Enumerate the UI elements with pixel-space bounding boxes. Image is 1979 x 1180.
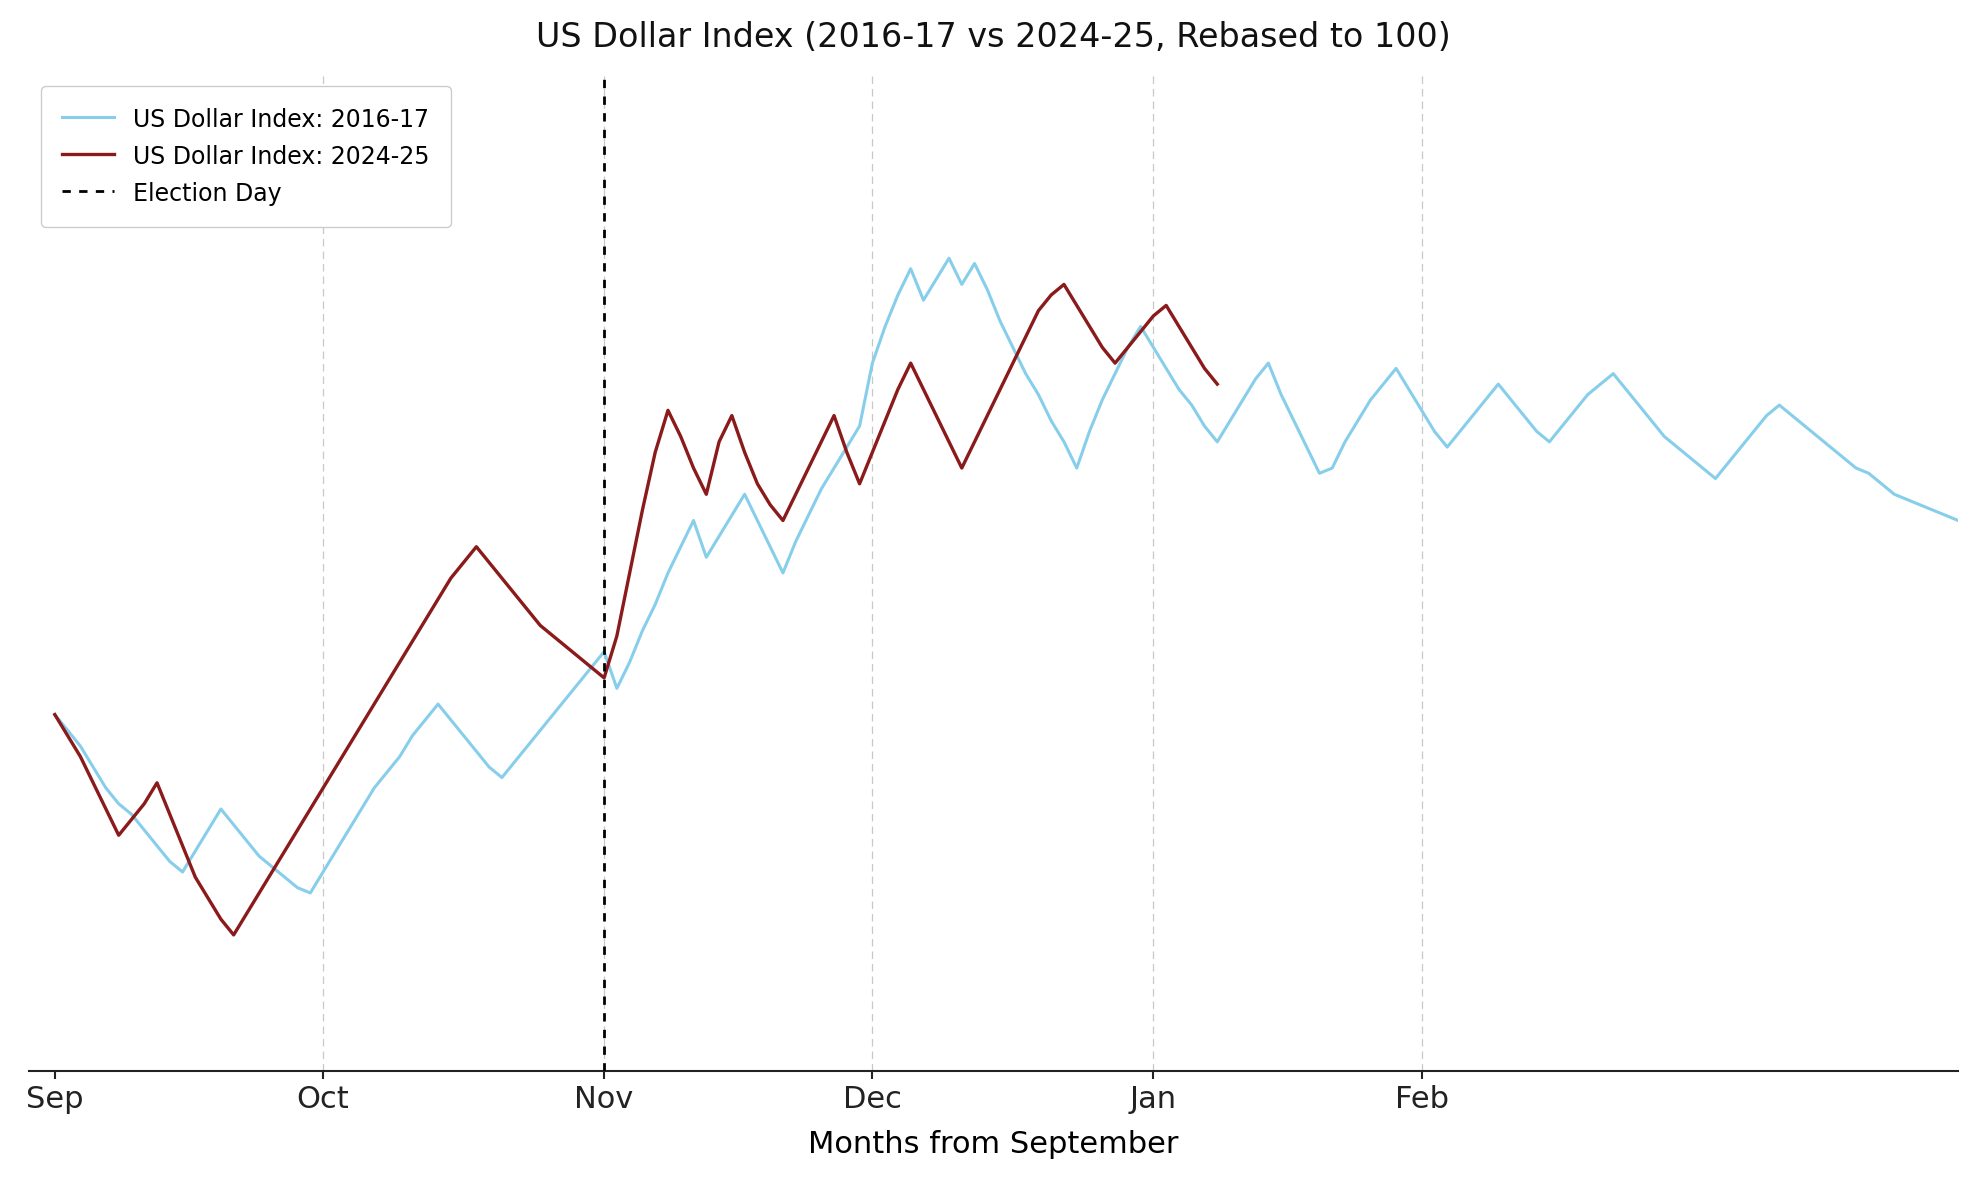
US Dollar Index: 2016-17: (149, 104): 2016-17: (149, 104) (1945, 513, 1969, 527)
US Dollar Index: 2016-17: (80, 106): 2016-17: (80, 106) (1065, 461, 1088, 476)
Legend: US Dollar Index: 2016-17, US Dollar Index: 2024-25, Election Day: US Dollar Index: 2016-17, US Dollar Inde… (42, 86, 451, 227)
US Dollar Index: 2024-25: (77, 108): 2024-25: (77, 108) (1027, 303, 1051, 317)
US Dollar Index: 2016-17: (86, 108): 2016-17: (86, 108) (1142, 340, 1166, 354)
Line: US Dollar Index: 2024-25: US Dollar Index: 2024-25 (55, 284, 1217, 935)
US Dollar Index: 2016-17: (125, 106): 2016-17: (125, 106) (1641, 414, 1664, 428)
Title: US Dollar Index (2016-17 vs 2024-25, Rebased to 100): US Dollar Index (2016-17 vs 2024-25, Reb… (536, 21, 1451, 54)
US Dollar Index: 2024-25: (0, 101): 2024-25: (0, 101) (44, 708, 67, 722)
US Dollar Index: 2024-25: (68, 107): 2024-25: (68, 107) (912, 382, 936, 396)
US Dollar Index: 2016-17: (20, 97.4): 2016-17: (20, 97.4) (299, 886, 323, 900)
US Dollar Index: 2016-17: (70, 110): 2016-17: (70, 110) (938, 251, 962, 266)
US Dollar Index: 2024-25: (14, 96.6): 2024-25: (14, 96.6) (222, 927, 245, 942)
US Dollar Index: 2024-25: (79, 109): 2024-25: (79, 109) (1053, 277, 1077, 291)
US Dollar Index: 2024-25: (74, 107): 2024-25: (74, 107) (988, 382, 1011, 396)
US Dollar Index: 2016-17: (60, 105): 2016-17: (60, 105) (809, 481, 833, 496)
US Dollar Index: 2024-25: (55, 105): 2024-25: (55, 105) (746, 477, 770, 491)
Line: US Dollar Index: 2016-17: US Dollar Index: 2016-17 (55, 258, 1957, 893)
X-axis label: Months from September: Months from September (809, 1130, 1179, 1159)
US Dollar Index: 2024-25: (91, 107): 2024-25: (91, 107) (1205, 378, 1229, 392)
US Dollar Index: 2024-25: (73, 106): 2024-25: (73, 106) (976, 408, 999, 422)
US Dollar Index: 2016-17: (0, 101): 2016-17: (0, 101) (44, 708, 67, 722)
US Dollar Index: 2016-17: (105, 107): 2016-17: (105, 107) (1383, 361, 1407, 375)
US Dollar Index: 2024-25: (72, 106): 2024-25: (72, 106) (962, 434, 986, 448)
US Dollar Index: 2016-17: (50, 104): 2016-17: (50, 104) (681, 513, 705, 527)
